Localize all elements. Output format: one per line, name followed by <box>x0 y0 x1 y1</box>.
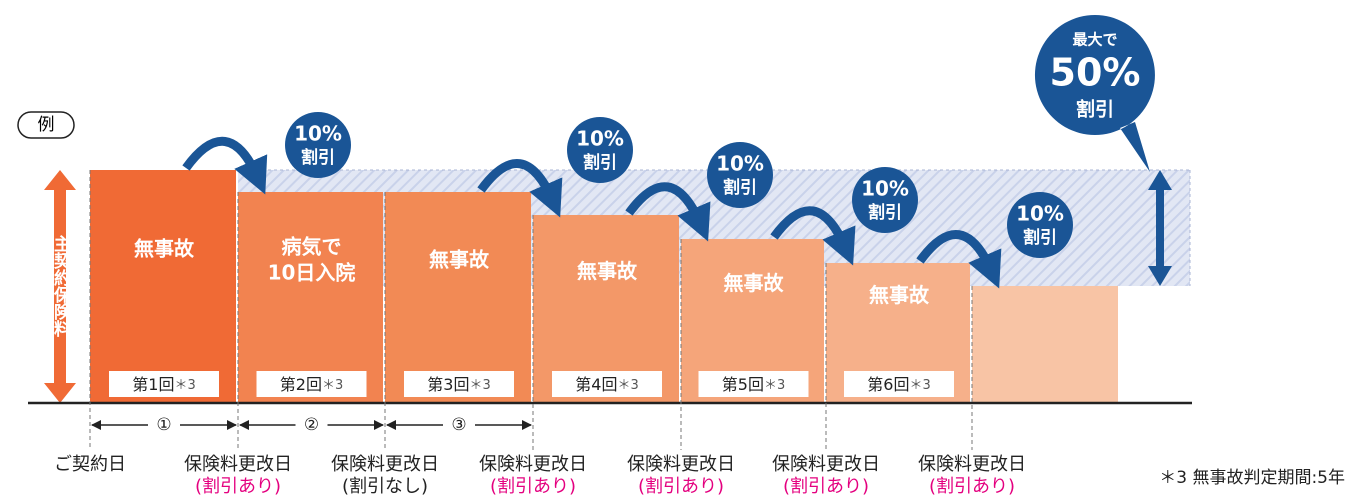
round-note: ＊3 <box>617 378 638 393</box>
round-note: ＊3 <box>909 378 930 393</box>
round-box <box>404 371 514 397</box>
discount-arrow <box>477 159 563 218</box>
round-label: 第6回＊3 <box>867 375 930 394</box>
date-label: 保険料更改日 <box>331 454 439 475</box>
discount-circle <box>707 142 773 208</box>
round-box <box>698 371 809 397</box>
discount-percent: 10% <box>1016 202 1064 226</box>
bar-text: 無事故 <box>724 271 785 295</box>
round-box <box>844 371 954 397</box>
example-label: 例 <box>38 115 55 135</box>
axis-label: 主契約保険料 <box>50 234 72 338</box>
max-arrow <box>1148 170 1172 286</box>
bar <box>90 170 236 403</box>
date-label: 保険料更改日 <box>918 454 1026 475</box>
round-box <box>552 371 662 397</box>
axis-arrow <box>44 170 76 403</box>
bar-text: 無事故 <box>429 248 490 272</box>
discount-text: 割引 <box>301 147 335 168</box>
date-note: (割引あり) <box>195 476 281 497</box>
round: 第4回 <box>575 375 617 394</box>
discount-circle <box>285 112 351 178</box>
date-label: 保険料更改日 <box>772 454 880 475</box>
discount-percent: 10% <box>294 122 342 146</box>
bar-text: 無事故 <box>577 259 638 283</box>
bar-text: 無事故 <box>869 283 930 307</box>
discount-percent: 10% <box>861 177 909 201</box>
round-label: 第5回＊3 <box>722 375 785 394</box>
discount-text: 割引 <box>723 177 757 198</box>
max-top: 最大で <box>1072 31 1117 49</box>
round-note: ＊3 <box>764 378 785 393</box>
date-label: 保険料更改日 <box>479 454 587 475</box>
date-label: 保険料更改日 <box>184 454 292 475</box>
discount-arrow <box>182 137 268 195</box>
bar <box>385 192 531 403</box>
bar-text: 病気で <box>282 235 342 259</box>
round-note: ＊3 <box>174 378 195 393</box>
discount-percent: 10% <box>576 127 624 151</box>
bar-text: 10日入院 <box>268 261 356 285</box>
date-note: (割引あり) <box>929 476 1015 497</box>
max-percent: 50% <box>1050 51 1141 95</box>
bar <box>238 192 383 403</box>
round: 第6回 <box>867 375 909 394</box>
date-label: ご契約日 <box>54 454 126 475</box>
bar <box>972 286 1118 403</box>
round-label: 第3回＊3 <box>427 375 490 394</box>
round-label: 第1回＊3 <box>132 375 195 394</box>
bar-text: 無事故 <box>134 237 195 261</box>
date-note: (割引あり) <box>638 476 724 497</box>
round-note: ＊3 <box>322 378 343 393</box>
period-label: ② <box>304 415 319 435</box>
round-box <box>109 371 219 397</box>
round: 第5回 <box>722 375 764 394</box>
round-box <box>256 371 367 397</box>
period-label: ③ <box>451 415 466 435</box>
round-label: 第2回＊3 <box>280 375 343 394</box>
footnote: ＊3 無事故判定期間:5年 <box>1159 468 1345 488</box>
discount-arrow <box>770 206 856 266</box>
discount-arrow <box>916 230 1002 289</box>
discount-percent: 10% <box>716 152 764 176</box>
date-label: 保険料更改日 <box>627 454 735 475</box>
date-note: (割引あり) <box>490 476 576 497</box>
period-label: ① <box>156 415 171 435</box>
round-label: 第4回＊3 <box>575 375 638 394</box>
discount-circle <box>1007 192 1073 258</box>
discount-circle <box>567 117 633 183</box>
round: 第3回 <box>427 375 469 394</box>
max-bubble <box>1034 15 1155 172</box>
discount-arrow <box>625 182 711 242</box>
round: 第2回 <box>280 375 322 394</box>
round: 第1回 <box>132 375 174 394</box>
discount-text: 割引 <box>1023 227 1057 248</box>
example-badge <box>17 111 75 139</box>
max-bottom: 割引 <box>1076 98 1114 121</box>
date-note: (割引あり) <box>783 476 869 497</box>
discount-text: 割引 <box>583 152 617 173</box>
discount-circle <box>852 167 918 233</box>
round-note: ＊3 <box>469 378 490 393</box>
discount-text: 割引 <box>868 202 902 223</box>
date-note: (割引なし) <box>342 476 428 497</box>
